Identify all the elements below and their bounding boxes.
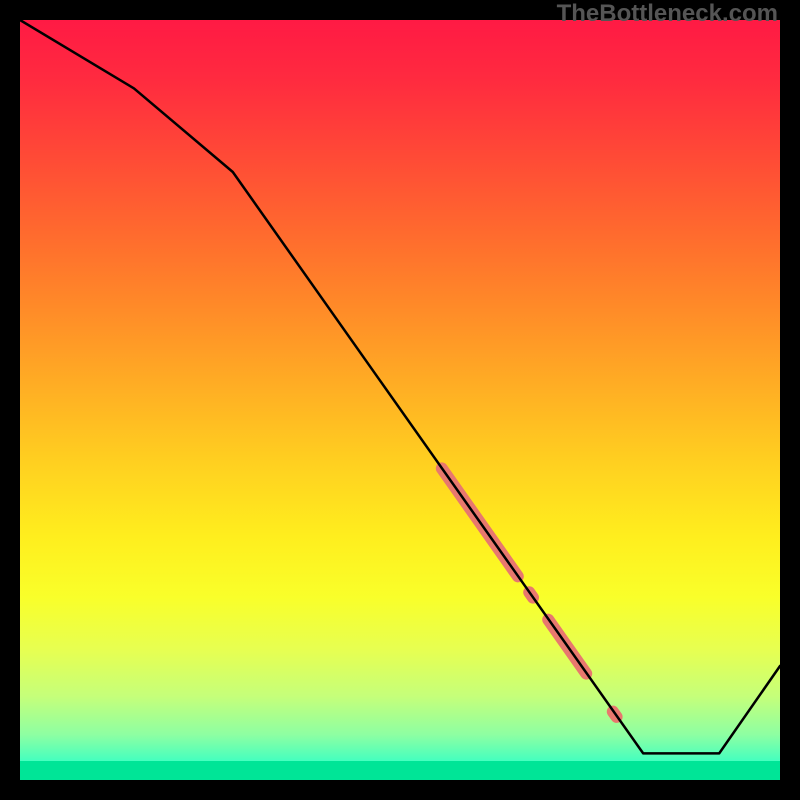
chart-frame: TheBottleneck.com	[0, 0, 800, 800]
chart-line	[20, 20, 780, 753]
chart-line-layer	[20, 20, 780, 780]
plot-area	[20, 20, 780, 780]
watermark-text: TheBottleneck.com	[557, 0, 778, 28]
